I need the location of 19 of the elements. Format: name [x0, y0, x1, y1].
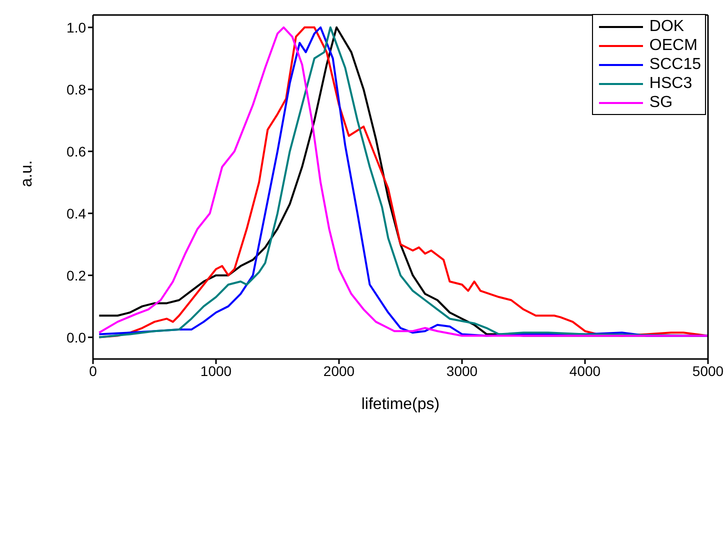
- y-tick-label: 0.6: [66, 143, 86, 160]
- legend-label: SG: [649, 93, 673, 112]
- x-tick-label: 1000: [200, 362, 232, 379]
- x-tick-label: 5000: [692, 362, 724, 379]
- x-tick-label: 2000: [323, 362, 355, 379]
- legend-label: SCC15: [649, 55, 701, 74]
- y-tick-label: 1.0: [66, 19, 86, 36]
- legend-label: DOK: [649, 17, 684, 36]
- y-tick-label: 0.4: [66, 205, 86, 222]
- y-tick-label: 0.8: [66, 81, 86, 98]
- x-axis-title: lifetime(ps): [361, 396, 440, 413]
- y-tick-label: 0.0: [66, 329, 86, 346]
- legend-label: HSC3: [649, 74, 692, 93]
- x-tick-label: 0: [89, 362, 98, 379]
- y-axis-title: a.u.: [18, 160, 36, 187]
- legend-label: OECM: [649, 36, 698, 55]
- y-tick-label: 0.2: [66, 267, 86, 284]
- x-tick-label: 4000: [569, 362, 601, 379]
- x-tick-label: 3000: [446, 362, 478, 379]
